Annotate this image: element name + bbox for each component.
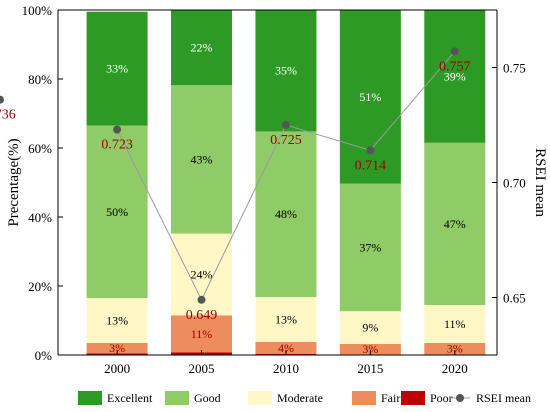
legend-label-good: Good [194,391,221,405]
bar-label-fair-2015: 3% [362,342,378,356]
bar-label-moderate-2020: 11% [444,317,466,331]
bar-segment-good-2020 [424,142,486,305]
x-tick-label-2015: 2015 [357,361,383,376]
legend-swatch-poor [401,391,425,405]
bar-label-fair-2020: 3% [447,342,463,356]
bar-segment-good-2005 [171,85,233,234]
bar-label-excellent-2005: 22% [191,41,213,55]
rsei-point-2010 [281,121,290,129]
bar-label-moderate-2005: 24% [191,267,213,281]
x-tick-label-2000: 2000 [104,361,130,376]
legend-label-excellent: Excellent [107,391,153,405]
bar-segment-excellent-2020 [424,10,486,143]
legend-swatch-excellent [78,391,102,405]
rsei-label-2020: 0.757 [439,59,471,74]
y-axis-title: Precentage(%) [6,138,22,226]
y-tick-label-0: 0% [35,348,53,363]
x-tick-label-2010: 2010 [273,361,299,376]
legend-label-moderate: Moderate [277,391,323,405]
bar-label-good-2020: 47% [444,217,466,231]
y2-tick-label-0.65: 0.65 [503,291,526,306]
rsei-label-undefined: 0.736 [0,108,16,123]
bar-label-good-2015: 37% [359,240,381,254]
legend-swatch-fair [352,391,376,405]
rsei-label-2015: 0.714 [355,158,387,173]
bar-segment-excellent-2005 [171,10,233,86]
bar-segment-good-2000 [86,125,148,299]
rsei-label-2010: 0.725 [270,133,302,148]
legend: Excellent Good Moderate Fair Poor RSEI mean [78,391,531,405]
y2-axis-title: RSEI mean [532,148,548,217]
y2-tick-label-0.7: 0.70 [503,176,526,191]
bar-segment-excellent-2000 [86,11,148,126]
bar-label-moderate-2010: 13% [275,312,297,326]
rsei-point-2005 [197,295,206,304]
bar-segment-fair-2020 [424,342,486,355]
legend-swatch-good [165,391,189,405]
bar-segment-moderate-2000 [86,298,148,343]
legend-label-poor: Poor [430,391,453,405]
bar-label-fair-2000: 3% [109,341,125,355]
y2-tick-label-0.75: 0.75 [503,61,526,76]
bar-label-excellent-2020: 39% [444,69,466,83]
bar-segment-moderate-2020 [424,304,486,343]
bar-segment-fair-2005 [171,315,233,353]
ticks-layer: 0% 20% 40% 60% 80% 100% 0.65 0.70 0.75 2000 2005 20… [22,3,526,376]
bar-segment-moderate-2015 [339,311,401,344]
rsei-point-2000 [113,125,122,134]
y-tick-label-60: 60% [28,141,52,156]
legend-marker-rsei-mean [456,394,464,402]
bar-segment-good-2010 [255,131,317,298]
rsei-line-layer: 0.723 0.649 0.725 0.714 0.757 0.736 [0,47,471,323]
bar-segment-fair-2015 [339,343,401,355]
x-tick-label-2020: 2020 [442,361,468,376]
bar-label-fair-2005: 11% [191,327,213,341]
bars-layer: 3% 13% 50% 33% 11% 24% 43% 22% 4% 13% 48% 35% 3% 9% 37… [86,10,486,356]
bar-segment-moderate-2010 [255,297,317,342]
bar-segment-good-2015 [339,183,401,312]
bar-segment-fair-2000 [86,342,148,354]
bar-segment-fair-2010 [255,341,317,354]
bar-label-excellent-2010: 35% [275,64,297,78]
rsei-point-2020 [450,47,459,56]
y-tick-label-20: 20% [28,279,52,294]
rsei-point-undefined [0,95,4,104]
legend-swatch-moderate [248,391,272,405]
bar-label-moderate-2015: 9% [362,321,378,335]
rsei-label-2005: 0.649 [186,308,218,323]
x-tick-label-2005: 2005 [189,361,215,376]
bar-label-moderate-2000: 13% [106,314,128,328]
bar-label-fair-2010: 4% [278,341,294,355]
bar-label-excellent-2000: 33% [106,62,128,76]
y-tick-label-80: 80% [28,72,52,87]
rsei-label-2000: 0.723 [101,138,133,153]
legend-label-fair: Fair [381,391,400,405]
bar-segment-excellent-2010 [255,10,317,132]
legend-label-rsei-mean: RSEI mean [476,391,531,405]
bar-label-excellent-2015: 51% [359,90,381,104]
rsei-point-2015 [366,146,375,155]
y-tick-label-100: 100% [22,3,53,18]
y-tick-label-40: 40% [28,210,52,225]
bar-label-good-2005: 43% [191,152,213,166]
bar-segment-excellent-2015 [339,10,401,184]
bar-label-good-2010: 48% [275,207,297,221]
bar-label-good-2000: 50% [106,205,128,219]
